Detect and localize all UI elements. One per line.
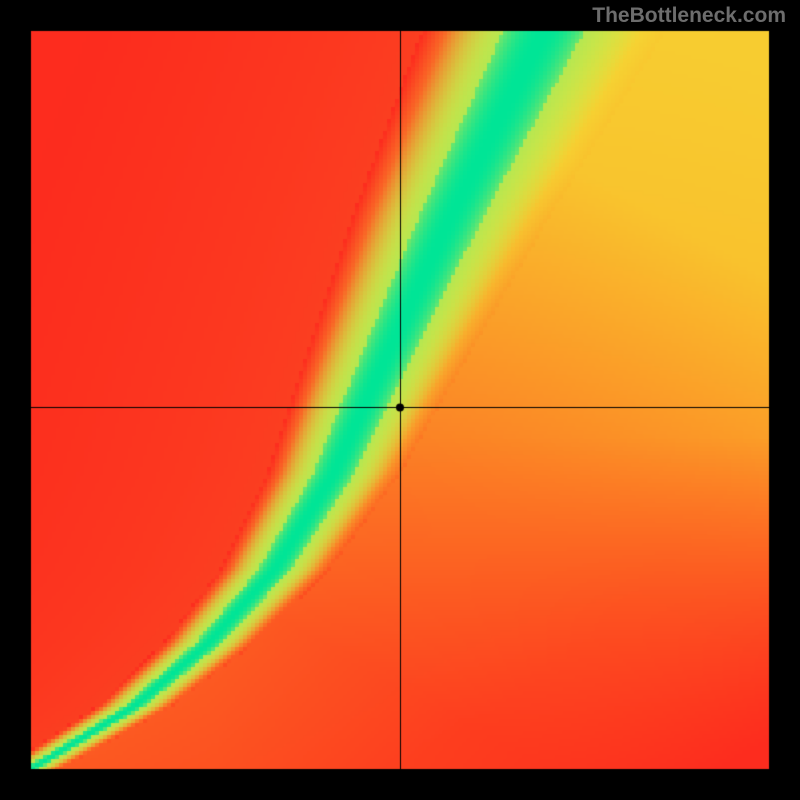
chart-container: { "watermark": { "text": "TheBottleneck.…: [0, 0, 800, 800]
watermark-text: TheBottleneck.com: [592, 4, 786, 28]
heatmap-plot: [0, 0, 800, 800]
